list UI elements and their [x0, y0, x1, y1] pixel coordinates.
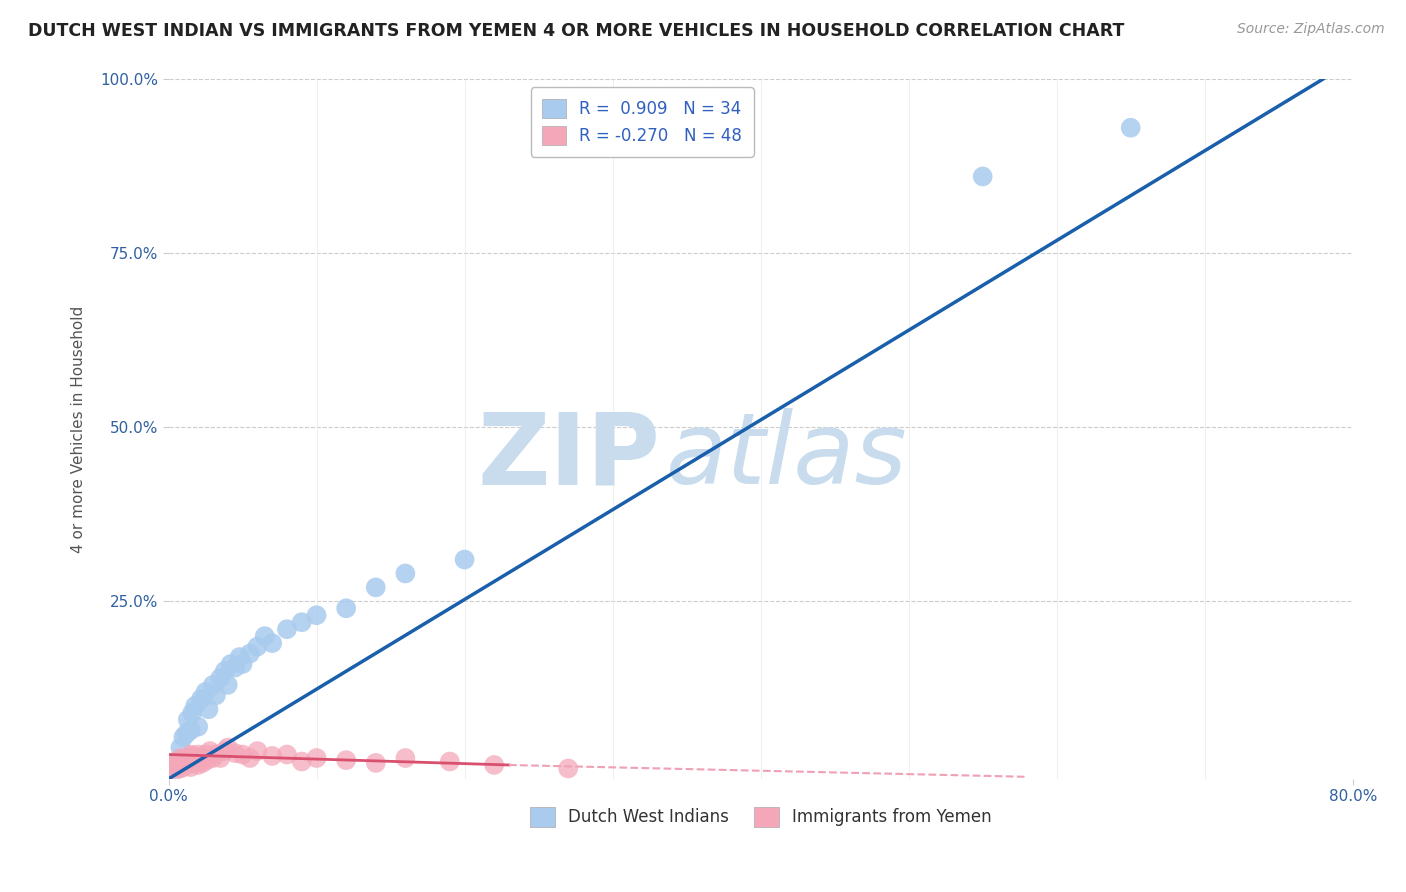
Point: [165, 763, 187, 777]
Point: [191, 756, 214, 770]
Point: [176, 726, 198, 740]
Point: [364, 581, 387, 595]
Point: [163, 758, 186, 772]
Point: [214, 664, 236, 678]
Point: [198, 744, 221, 758]
Point: [228, 650, 250, 665]
Point: [177, 755, 200, 769]
Point: [291, 755, 314, 769]
Point: [181, 706, 204, 720]
Point: [276, 747, 298, 762]
Point: [262, 636, 284, 650]
Point: [184, 756, 207, 770]
Point: [364, 756, 387, 770]
Point: [186, 751, 208, 765]
Point: [169, 740, 191, 755]
Point: [166, 760, 188, 774]
Point: [291, 615, 314, 630]
Point: [394, 751, 416, 765]
Point: [246, 640, 269, 654]
Point: [482, 758, 505, 772]
Point: [201, 751, 224, 765]
Point: [172, 730, 194, 744]
Point: [1119, 120, 1142, 135]
Point: [195, 753, 218, 767]
Point: [253, 629, 276, 643]
Point: [177, 713, 200, 727]
Point: [219, 657, 242, 671]
Point: [232, 657, 254, 671]
Point: [439, 755, 461, 769]
Point: [176, 758, 198, 772]
Text: ZIP: ZIP: [477, 409, 659, 506]
Point: [232, 747, 254, 762]
Point: [184, 698, 207, 713]
Point: [453, 552, 475, 566]
Point: [179, 751, 201, 765]
Point: [190, 751, 212, 765]
Point: [187, 758, 209, 772]
Point: [194, 747, 217, 762]
Point: [162, 762, 184, 776]
Point: [972, 169, 994, 184]
Point: [188, 755, 211, 769]
Point: [165, 755, 187, 769]
Point: [187, 720, 209, 734]
Point: [305, 751, 328, 765]
Legend: Dutch West Indians, Immigrants from Yemen: Dutch West Indians, Immigrants from Yeme…: [523, 800, 998, 834]
Point: [180, 760, 202, 774]
Point: [239, 751, 262, 765]
Point: [205, 689, 228, 703]
Point: [214, 744, 236, 758]
Point: [239, 647, 262, 661]
Point: [205, 747, 228, 762]
Point: [201, 678, 224, 692]
Point: [197, 702, 219, 716]
Point: [169, 762, 191, 776]
Point: [170, 758, 193, 772]
Point: [335, 601, 357, 615]
Point: [190, 691, 212, 706]
Point: [335, 753, 357, 767]
Text: DUTCH WEST INDIAN VS IMMIGRANTS FROM YEMEN 4 OR MORE VEHICLES IN HOUSEHOLD CORRE: DUTCH WEST INDIAN VS IMMIGRANTS FROM YEM…: [28, 22, 1125, 40]
Point: [246, 744, 269, 758]
Point: [305, 608, 328, 623]
Text: atlas: atlas: [666, 409, 907, 506]
Point: [217, 740, 239, 755]
Point: [224, 746, 246, 760]
Point: [187, 747, 209, 762]
Point: [217, 678, 239, 692]
Point: [165, 755, 187, 769]
Point: [180, 723, 202, 738]
Point: [209, 671, 232, 685]
Point: [224, 660, 246, 674]
Point: [180, 747, 202, 762]
Text: Source: ZipAtlas.com: Source: ZipAtlas.com: [1237, 22, 1385, 37]
Point: [172, 753, 194, 767]
Point: [276, 622, 298, 636]
Point: [394, 566, 416, 581]
Point: [173, 756, 195, 770]
Point: [194, 685, 217, 699]
Point: [172, 760, 194, 774]
Y-axis label: 4 or more Vehicles in Household: 4 or more Vehicles in Household: [72, 305, 86, 552]
Point: [181, 753, 204, 767]
Point: [167, 756, 190, 770]
Point: [262, 748, 284, 763]
Point: [183, 748, 205, 763]
Point: [169, 751, 191, 765]
Point: [557, 762, 579, 776]
Point: [209, 751, 232, 765]
